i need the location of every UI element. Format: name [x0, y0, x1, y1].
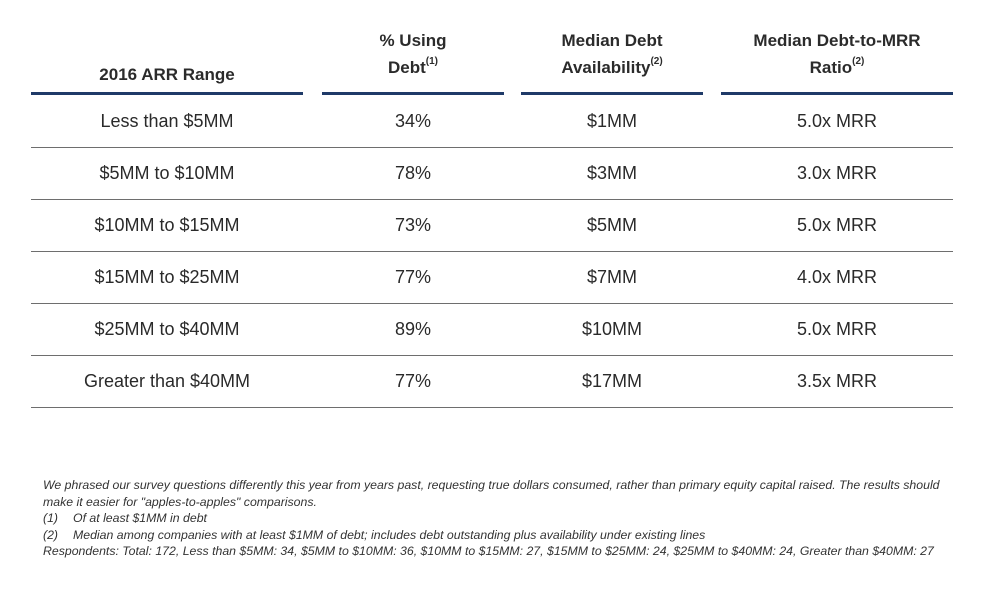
header-label: Availability — [561, 58, 651, 77]
cell-median-debt-availability: $3MM — [586, 163, 637, 183]
header-percent-using-debt: % Using Debt(1) — [322, 27, 504, 81]
cell-percent-using-debt: 34% — [394, 111, 432, 131]
footnote-ref: (1) — [425, 56, 438, 68]
header-label: Ratio — [809, 58, 853, 77]
header-rule — [322, 92, 504, 95]
footnote-text: Of at least $1MM in debt — [73, 511, 207, 525]
table-row: Greater than $40MM 77% $17MM 3.5x MRR — [31, 355, 953, 408]
header-line-2: Ratio(2) — [721, 54, 953, 81]
cell-median-debt-to-mrr: 3.0x MRR — [796, 163, 877, 183]
header-line-1 — [31, 34, 303, 61]
table-row: Less than $5MM 34% $1MM 5.0x MRR — [31, 95, 953, 148]
cell-median-debt-availability: $1MM — [586, 111, 637, 131]
cell-median-debt-availability: $10MM — [581, 319, 643, 339]
header-arr-range: 2016 ARR Range — [31, 34, 303, 88]
respondents-note: Respondents: Total: 172, Less than $5MM:… — [43, 544, 934, 558]
cell-median-debt-availability: $5MM — [586, 215, 637, 235]
table-row: $5MM to $10MM 78% $3MM 3.0x MRR — [31, 147, 953, 200]
cell-arr-range: Less than $5MM — [100, 111, 234, 131]
cell-median-debt-availability: $7MM — [586, 267, 637, 287]
header-median-debt-to-mrr: Median Debt-to-MRR Ratio(2) — [721, 27, 953, 81]
header-median-debt-availability: Median Debt Availability(2) — [521, 27, 703, 81]
header-rule — [521, 92, 703, 95]
header-label: 2016 ARR Range — [99, 65, 235, 84]
header-line-1: % Using — [379, 31, 447, 50]
cell-median-debt-to-mrr: 5.0x MRR — [796, 111, 877, 131]
cell-median-debt-availability: $17MM — [581, 371, 643, 391]
survey-note: We phrased our survey questions differen… — [43, 478, 940, 509]
cell-median-debt-to-mrr: 5.0x MRR — [796, 319, 877, 339]
cell-percent-using-debt: 77% — [394, 267, 432, 287]
header-rule — [721, 92, 953, 95]
cell-percent-using-debt: 89% — [394, 319, 432, 339]
table-row: $25MM to $40MM 89% $10MM 5.0x MRR — [31, 303, 953, 356]
cell-arr-range: $25MM to $40MM — [94, 319, 240, 339]
cell-percent-using-debt: 73% — [394, 215, 432, 235]
footnotes-block: We phrased our survey questions differen… — [43, 477, 958, 560]
cell-percent-using-debt: 77% — [394, 371, 432, 391]
footnote-text: Median among companies with at least $1M… — [73, 527, 706, 542]
cell-arr-range: $10MM to $15MM — [94, 215, 240, 235]
footnote-ref: (2) — [650, 56, 663, 68]
cell-median-debt-to-mrr: 3.5x MRR — [796, 371, 877, 391]
footnote-2: (2) Median among companies with at least … — [43, 527, 958, 544]
footnote-1: (1) Of at least $1MM in debt — [43, 510, 958, 527]
header-line-2: Debt(1) — [322, 54, 504, 81]
cell-median-debt-to-mrr: 4.0x MRR — [796, 267, 877, 287]
header-line-1: Median Debt — [561, 31, 663, 50]
cell-arr-range: $15MM to $25MM — [94, 267, 240, 287]
cell-percent-using-debt: 78% — [394, 163, 432, 183]
cell-arr-range: Greater than $40MM — [83, 371, 251, 391]
header-line-2: 2016 ARR Range — [31, 61, 303, 88]
footnote-number: (1) — [43, 511, 59, 525]
header-line-2: Availability(2) — [521, 54, 703, 81]
table-row: $15MM to $25MM 77% $7MM 4.0x MRR — [31, 251, 953, 304]
table-row: $10MM to $15MM 73% $5MM 5.0x MRR — [31, 199, 953, 252]
footnote-number: (2) — [43, 527, 59, 542]
header-rule — [31, 92, 303, 95]
header-line-1: Median Debt-to-MRR — [753, 31, 921, 50]
header-label: Debt — [387, 58, 426, 77]
footnote-ref: (2) — [852, 56, 865, 68]
cell-arr-range: $5MM to $10MM — [99, 163, 235, 183]
cell-median-debt-to-mrr: 5.0x MRR — [796, 215, 877, 235]
